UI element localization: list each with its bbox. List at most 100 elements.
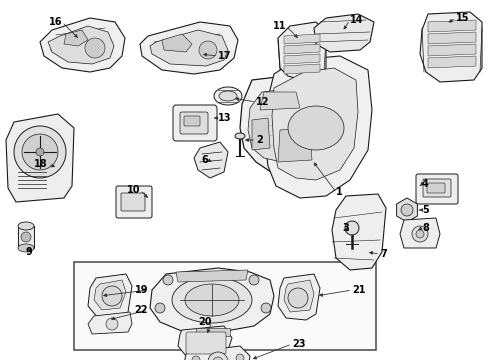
Text: 5: 5: [421, 205, 428, 215]
Circle shape: [345, 221, 358, 235]
Polygon shape: [260, 92, 299, 110]
Polygon shape: [88, 312, 132, 334]
Polygon shape: [396, 198, 417, 222]
FancyBboxPatch shape: [183, 116, 200, 126]
Polygon shape: [176, 270, 247, 282]
Ellipse shape: [235, 133, 244, 139]
Text: 14: 14: [349, 15, 363, 25]
Circle shape: [14, 126, 66, 178]
Circle shape: [411, 226, 427, 242]
Polygon shape: [271, 68, 357, 180]
FancyBboxPatch shape: [173, 105, 217, 141]
Circle shape: [261, 303, 270, 313]
Text: 21: 21: [351, 285, 365, 295]
Polygon shape: [183, 346, 249, 360]
Circle shape: [400, 204, 412, 216]
Text: 20: 20: [198, 317, 212, 327]
Text: 23: 23: [291, 339, 305, 349]
Text: 19: 19: [134, 285, 148, 295]
Polygon shape: [162, 34, 192, 52]
Circle shape: [21, 232, 31, 242]
Polygon shape: [284, 64, 319, 74]
Polygon shape: [284, 34, 319, 44]
Polygon shape: [427, 44, 475, 56]
Ellipse shape: [172, 277, 251, 323]
Polygon shape: [284, 280, 313, 312]
Text: 22: 22: [134, 305, 148, 315]
Polygon shape: [427, 56, 475, 68]
Text: 6: 6: [201, 155, 207, 165]
Circle shape: [163, 275, 173, 285]
Circle shape: [192, 356, 200, 360]
Polygon shape: [240, 74, 333, 178]
Ellipse shape: [18, 244, 34, 252]
Polygon shape: [6, 114, 74, 202]
FancyBboxPatch shape: [415, 174, 457, 204]
Polygon shape: [278, 128, 311, 162]
Text: 7: 7: [379, 249, 386, 259]
Circle shape: [106, 318, 118, 330]
Polygon shape: [278, 22, 325, 80]
Circle shape: [415, 230, 423, 238]
FancyBboxPatch shape: [426, 183, 444, 193]
Text: 2: 2: [256, 135, 262, 145]
Text: 15: 15: [455, 13, 468, 23]
Polygon shape: [150, 30, 227, 66]
Text: 13: 13: [218, 113, 231, 123]
FancyBboxPatch shape: [185, 332, 225, 354]
Polygon shape: [284, 54, 319, 64]
Ellipse shape: [214, 87, 242, 105]
Text: 17: 17: [218, 51, 231, 61]
Ellipse shape: [287, 106, 343, 150]
Circle shape: [102, 286, 122, 306]
Text: 16: 16: [48, 17, 62, 27]
Text: 18: 18: [34, 159, 48, 169]
Text: 3: 3: [341, 223, 348, 233]
FancyBboxPatch shape: [116, 186, 152, 218]
Text: 9: 9: [25, 247, 32, 257]
Bar: [74, 262, 375, 350]
Text: 12: 12: [256, 97, 269, 107]
Polygon shape: [196, 328, 229, 336]
Polygon shape: [48, 26, 114, 64]
Circle shape: [213, 357, 223, 360]
Polygon shape: [194, 142, 227, 178]
Circle shape: [85, 38, 105, 58]
Polygon shape: [150, 268, 273, 332]
Polygon shape: [264, 56, 371, 198]
Text: 10: 10: [126, 185, 140, 195]
Ellipse shape: [184, 284, 239, 316]
Text: 1: 1: [335, 187, 342, 197]
Polygon shape: [427, 32, 475, 44]
Text: 8: 8: [421, 223, 428, 233]
Polygon shape: [40, 18, 125, 72]
Circle shape: [199, 41, 217, 59]
Polygon shape: [278, 274, 319, 320]
Polygon shape: [18, 226, 34, 248]
Polygon shape: [419, 12, 481, 82]
Ellipse shape: [18, 222, 34, 230]
Circle shape: [248, 275, 259, 285]
Polygon shape: [64, 30, 88, 46]
FancyBboxPatch shape: [121, 193, 145, 211]
Circle shape: [287, 288, 307, 308]
FancyBboxPatch shape: [180, 112, 207, 134]
Polygon shape: [88, 274, 132, 320]
Polygon shape: [399, 218, 439, 248]
Polygon shape: [94, 280, 126, 310]
Polygon shape: [313, 14, 373, 52]
Polygon shape: [140, 22, 238, 74]
Polygon shape: [331, 194, 385, 270]
Circle shape: [207, 352, 227, 360]
Circle shape: [36, 148, 44, 156]
Polygon shape: [427, 20, 475, 32]
Circle shape: [236, 354, 244, 360]
Polygon shape: [251, 118, 269, 150]
Polygon shape: [284, 44, 319, 54]
Ellipse shape: [219, 91, 237, 101]
Circle shape: [22, 134, 58, 170]
Polygon shape: [247, 88, 317, 162]
Polygon shape: [178, 326, 231, 356]
FancyBboxPatch shape: [422, 179, 450, 197]
Circle shape: [155, 303, 164, 313]
